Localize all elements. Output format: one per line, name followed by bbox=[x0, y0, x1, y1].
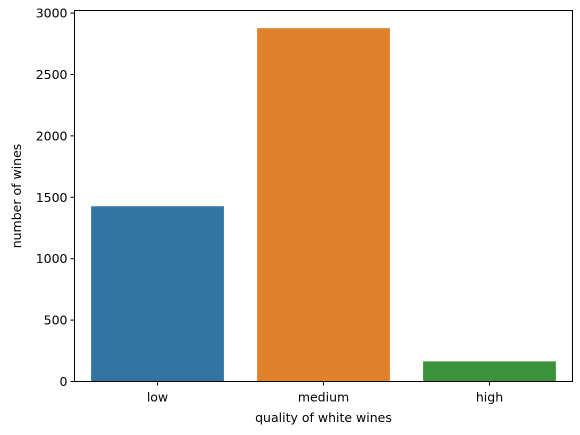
y-tick-label: 500 bbox=[44, 313, 68, 328]
x-tick-label: low bbox=[147, 390, 168, 405]
y-tick-label: 2000 bbox=[36, 128, 68, 143]
y-tick-label: 1500 bbox=[36, 190, 68, 205]
x-axis-label: quality of white wines bbox=[255, 410, 392, 425]
y-tick-label: 3000 bbox=[36, 6, 68, 21]
y-tick-label: 2500 bbox=[36, 67, 68, 82]
x-tick-label: medium bbox=[298, 390, 349, 405]
bars-group bbox=[91, 28, 556, 382]
bar-medium bbox=[257, 28, 390, 382]
y-tick-label: 1000 bbox=[36, 251, 68, 266]
bar-high bbox=[423, 361, 556, 382]
y-tick-label: 0 bbox=[60, 374, 68, 389]
bar-low bbox=[91, 206, 224, 382]
plot-frame bbox=[74, 10, 573, 382]
y-axis-ticks: 0 500 1000 1500 2000 2500 3000 bbox=[36, 6, 75, 389]
x-axis-ticks: low medium high bbox=[147, 381, 503, 405]
y-axis-label: number of wines bbox=[9, 144, 24, 249]
x-tick-label: high bbox=[476, 390, 503, 405]
